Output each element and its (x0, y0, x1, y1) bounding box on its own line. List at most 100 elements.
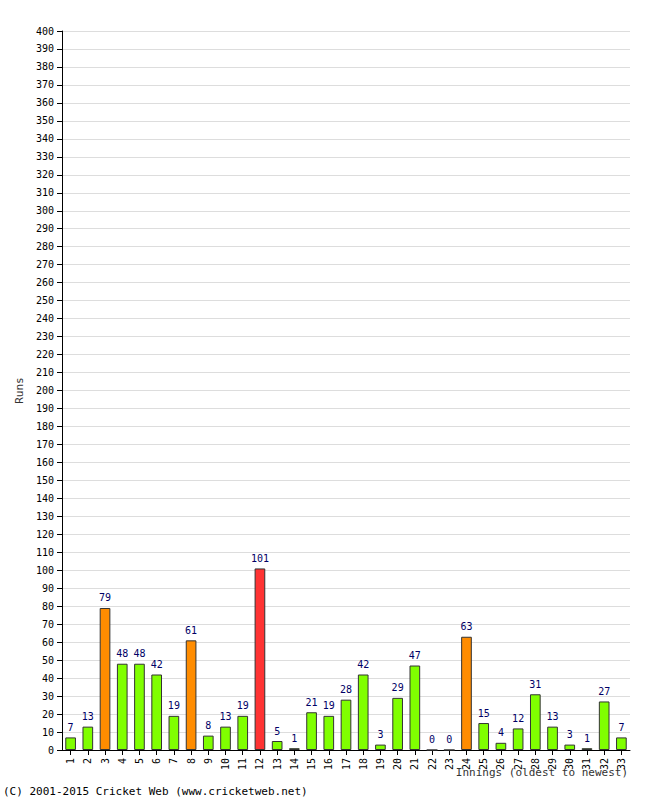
svg-text:0: 0 (429, 734, 435, 745)
svg-text:250: 250 (36, 295, 54, 306)
svg-text:230: 230 (36, 331, 54, 342)
svg-text:320: 320 (36, 169, 54, 180)
svg-text:70: 70 (42, 619, 54, 630)
svg-text:63: 63 (460, 621, 472, 632)
svg-text:110: 110 (36, 547, 54, 558)
svg-text:300: 300 (36, 205, 54, 216)
svg-text:33: 33 (616, 758, 627, 770)
svg-text:10: 10 (220, 758, 231, 770)
svg-text:5: 5 (274, 726, 280, 737)
svg-text:19: 19 (237, 700, 249, 711)
svg-text:20: 20 (392, 758, 403, 770)
svg-text:42: 42 (151, 659, 163, 670)
svg-text:18: 18 (358, 758, 369, 770)
svg-text:(C) 2001-2015 Cricket Web (www: (C) 2001-2015 Cricket Web (www.cricketwe… (3, 785, 308, 798)
svg-text:79: 79 (99, 592, 111, 603)
svg-text:0: 0 (446, 734, 452, 745)
svg-text:200: 200 (36, 385, 54, 396)
svg-text:290: 290 (36, 223, 54, 234)
svg-text:6: 6 (151, 758, 162, 764)
svg-text:170: 170 (36, 439, 54, 450)
svg-text:32: 32 (599, 758, 610, 770)
svg-text:3: 3 (377, 729, 383, 740)
svg-text:48: 48 (116, 648, 128, 659)
svg-text:19: 19 (375, 758, 386, 770)
svg-text:48: 48 (133, 648, 145, 659)
svg-text:220: 220 (36, 349, 54, 360)
svg-text:360: 360 (36, 97, 54, 108)
svg-text:14: 14 (289, 758, 300, 770)
svg-text:7: 7 (618, 722, 624, 733)
svg-text:1: 1 (291, 733, 297, 744)
svg-text:13: 13 (547, 711, 559, 722)
svg-text:330: 330 (36, 151, 54, 162)
svg-text:7: 7 (168, 758, 179, 764)
svg-text:31: 31 (581, 758, 592, 770)
svg-text:90: 90 (42, 583, 54, 594)
svg-text:101: 101 (251, 553, 269, 564)
svg-text:2: 2 (82, 758, 93, 764)
svg-text:22: 22 (427, 758, 438, 770)
svg-text:260: 260 (36, 277, 54, 288)
svg-text:30: 30 (42, 691, 54, 702)
svg-text:28: 28 (340, 684, 352, 695)
svg-text:1: 1 (584, 733, 590, 744)
svg-text:17: 17 (341, 758, 352, 770)
svg-text:11: 11 (237, 758, 248, 770)
svg-text:61: 61 (185, 625, 197, 636)
svg-text:4: 4 (498, 727, 504, 738)
svg-text:24: 24 (461, 758, 472, 770)
svg-text:13: 13 (219, 711, 231, 722)
svg-text:210: 210 (36, 367, 54, 378)
svg-text:29: 29 (392, 682, 404, 693)
svg-text:180: 180 (36, 421, 54, 432)
svg-text:20: 20 (42, 709, 54, 720)
svg-text:340: 340 (36, 133, 54, 144)
svg-text:280: 280 (36, 241, 54, 252)
svg-text:13: 13 (82, 711, 94, 722)
svg-text:9: 9 (203, 758, 214, 764)
svg-text:350: 350 (36, 115, 54, 126)
svg-text:1: 1 (65, 758, 76, 764)
svg-text:190: 190 (36, 403, 54, 414)
svg-text:31: 31 (529, 679, 541, 690)
svg-text:380: 380 (36, 61, 54, 72)
svg-text:10: 10 (42, 727, 54, 738)
svg-text:140: 140 (36, 493, 54, 504)
svg-text:3: 3 (567, 729, 573, 740)
svg-text:19: 19 (168, 700, 180, 711)
svg-text:25: 25 (478, 758, 489, 770)
svg-text:3: 3 (100, 758, 111, 764)
svg-text:42: 42 (357, 659, 369, 670)
svg-text:15: 15 (478, 708, 490, 719)
svg-text:Runs: Runs (13, 377, 26, 404)
svg-text:40: 40 (42, 673, 54, 684)
svg-text:60: 60 (42, 637, 54, 648)
svg-text:80: 80 (42, 601, 54, 612)
svg-text:0: 0 (48, 745, 54, 756)
svg-text:4: 4 (117, 758, 128, 764)
svg-text:8: 8 (205, 720, 211, 731)
svg-text:15: 15 (306, 758, 317, 770)
svg-text:5: 5 (134, 758, 145, 764)
svg-text:370: 370 (36, 79, 54, 90)
svg-text:8: 8 (186, 758, 197, 764)
svg-text:150: 150 (36, 475, 54, 486)
svg-text:120: 120 (36, 529, 54, 540)
svg-text:19: 19 (323, 700, 335, 711)
svg-text:29: 29 (547, 758, 558, 770)
svg-text:47: 47 (409, 650, 421, 661)
svg-text:16: 16 (323, 758, 334, 770)
svg-text:310: 310 (36, 187, 54, 198)
svg-text:270: 270 (36, 259, 54, 270)
svg-text:27: 27 (598, 686, 610, 697)
svg-text:7: 7 (68, 722, 74, 733)
svg-text:100: 100 (36, 565, 54, 576)
svg-text:30: 30 (564, 758, 575, 770)
svg-text:13: 13 (272, 758, 283, 770)
svg-text:240: 240 (36, 313, 54, 324)
svg-text:50: 50 (42, 655, 54, 666)
svg-text:160: 160 (36, 457, 54, 468)
svg-text:21: 21 (306, 697, 318, 708)
svg-text:27: 27 (513, 758, 524, 770)
